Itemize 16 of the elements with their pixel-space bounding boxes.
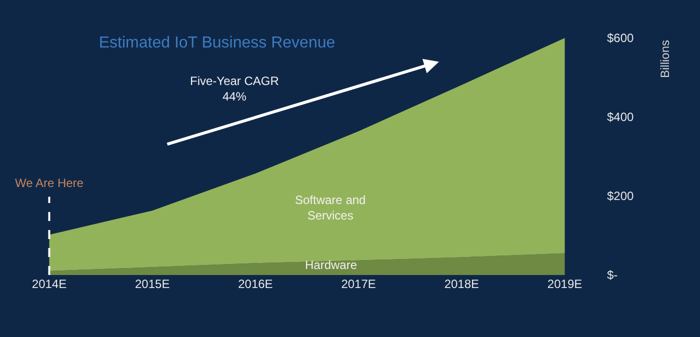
ref-line-label: We Are Here [15,176,84,190]
y-tick-label: $400 [607,110,634,124]
y-tick-label: $200 [607,189,634,204]
series-label: Hardware [305,258,358,272]
y-axis-title: Billions [658,40,672,78]
series-label: Software and Services [295,193,366,223]
x-tick-label: 2014E [32,277,67,291]
x-tick-label: 2017E [341,277,376,291]
x-tick-label: 2016E [238,277,273,291]
annotation: Five-Year CAGR 44% [190,74,280,104]
x-tick-label: 2018E [444,277,480,291]
chart-title: Estimated IoT Business Revenue [98,34,336,52]
y-tick-label: $600 [607,31,634,46]
x-tick-label: 2015E [134,277,170,291]
y-tick-label: $- [607,268,618,282]
x-tick-label: 2019E [547,277,582,291]
